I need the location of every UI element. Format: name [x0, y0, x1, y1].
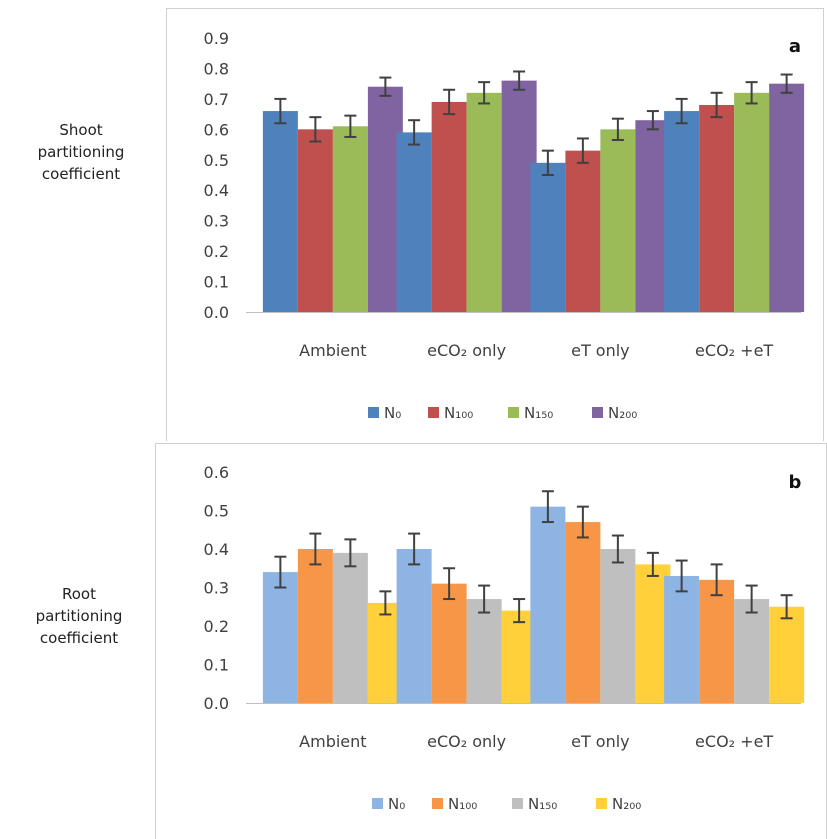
bar — [262, 572, 298, 703]
x-tick-label: eCO₂ only — [427, 732, 506, 751]
bar — [734, 599, 770, 703]
y-tick-label: 0.0 — [204, 303, 229, 322]
bar — [769, 83, 805, 313]
y-tick-label: 0.4 — [204, 540, 229, 559]
ylabel-line: coefficient — [41, 165, 121, 183]
bar — [734, 92, 770, 312]
y-tick-label: 0.7 — [204, 90, 229, 109]
bar — [466, 599, 502, 703]
bar — [297, 129, 333, 312]
legend-swatch — [372, 798, 383, 809]
x-tick-label: Ambient — [299, 341, 366, 360]
bar — [396, 549, 432, 703]
bar — [431, 583, 467, 703]
y-tick-label: 0.8 — [204, 59, 229, 78]
legend-label: N₀ — [384, 404, 401, 422]
panel-b-chart: 0.0 0.1 0.2 0.3 0.4 0.5 0.6 Ambient eCO₂ only eT … — [204, 463, 805, 813]
y-tick-label: 0.2 — [204, 242, 229, 261]
x-tick-label: eCO₂ +eT — [695, 732, 773, 751]
bar — [769, 606, 805, 703]
legend-label: N₁₀₀ — [448, 795, 477, 813]
legend-swatch — [428, 407, 439, 418]
y-tick-label: 0.5 — [204, 502, 229, 521]
legend-label: N₂₀₀ — [608, 404, 637, 422]
y-tick-label: 0.3 — [204, 579, 229, 598]
ylabel-line: Shoot — [59, 121, 103, 139]
bar — [664, 575, 700, 703]
x-tick-label: eCO₂ only — [427, 341, 506, 360]
y-tick-label: 0.3 — [204, 212, 229, 231]
panel-a-frame — [166, 8, 824, 441]
legend-label: N₁₅₀ — [528, 795, 557, 813]
bar — [466, 92, 502, 312]
y-tick-label: 0.1 — [204, 656, 229, 675]
y-tick-label: 0.1 — [204, 273, 229, 292]
y-tick-label: 0.9 — [204, 29, 229, 48]
bar — [565, 150, 601, 312]
panel-a-chart: 0.0 0.1 0.2 0.3 0.4 0.5 0.6 0.7 0.8 0.9 Ambient eCO… — [204, 29, 805, 422]
bar — [297, 549, 333, 703]
bar — [699, 104, 735, 312]
y-tick-label: 0.4 — [204, 181, 229, 200]
bar — [600, 549, 636, 703]
bar — [565, 522, 601, 703]
panel-b-ylabel: Root partitioning coefficient — [4, 583, 154, 649]
x-tick-label: eT only — [571, 732, 630, 751]
legend-swatch — [596, 798, 607, 809]
ylabel-line: partitioning — [37, 143, 125, 161]
legend-label: N₁₅₀ — [524, 404, 553, 422]
panel-letter: a — [789, 36, 801, 57]
bar — [664, 111, 700, 312]
legend-label: N₀ — [388, 795, 405, 813]
legend-swatch — [508, 407, 519, 418]
y-tick-label: 0.2 — [204, 617, 229, 636]
bar — [699, 579, 735, 703]
legend-label: N₂₀₀ — [612, 795, 641, 813]
bar — [600, 129, 636, 312]
legend-swatch — [592, 407, 603, 418]
legend-swatch — [368, 407, 379, 418]
panel-a-ylabel: Shoot partitioning coefficient — [6, 119, 156, 185]
panel-letter: b — [789, 472, 802, 493]
y-tick-label: 0.6 — [204, 463, 229, 482]
bar — [431, 101, 467, 312]
legend-label: N₁₀₀ — [444, 404, 473, 422]
bar — [262, 111, 298, 312]
bar — [530, 162, 566, 312]
bar — [332, 552, 368, 703]
ylabel-line: coefficient — [39, 629, 119, 647]
y-tick-label: 0.0 — [204, 694, 229, 713]
ylabel-line: Root — [62, 585, 96, 603]
legend-swatch — [512, 798, 523, 809]
bar — [396, 132, 432, 312]
y-tick-label: 0.6 — [204, 120, 229, 139]
ylabel-line: partitioning — [35, 607, 123, 625]
legend-swatch — [432, 798, 443, 809]
y-tick-label: 0.5 — [204, 151, 229, 170]
bar — [530, 506, 566, 703]
x-tick-label: eCO₂ +eT — [695, 341, 773, 360]
bar — [332, 126, 368, 313]
x-tick-label: Ambient — [299, 732, 366, 751]
x-tick-label: eT only — [571, 341, 630, 360]
